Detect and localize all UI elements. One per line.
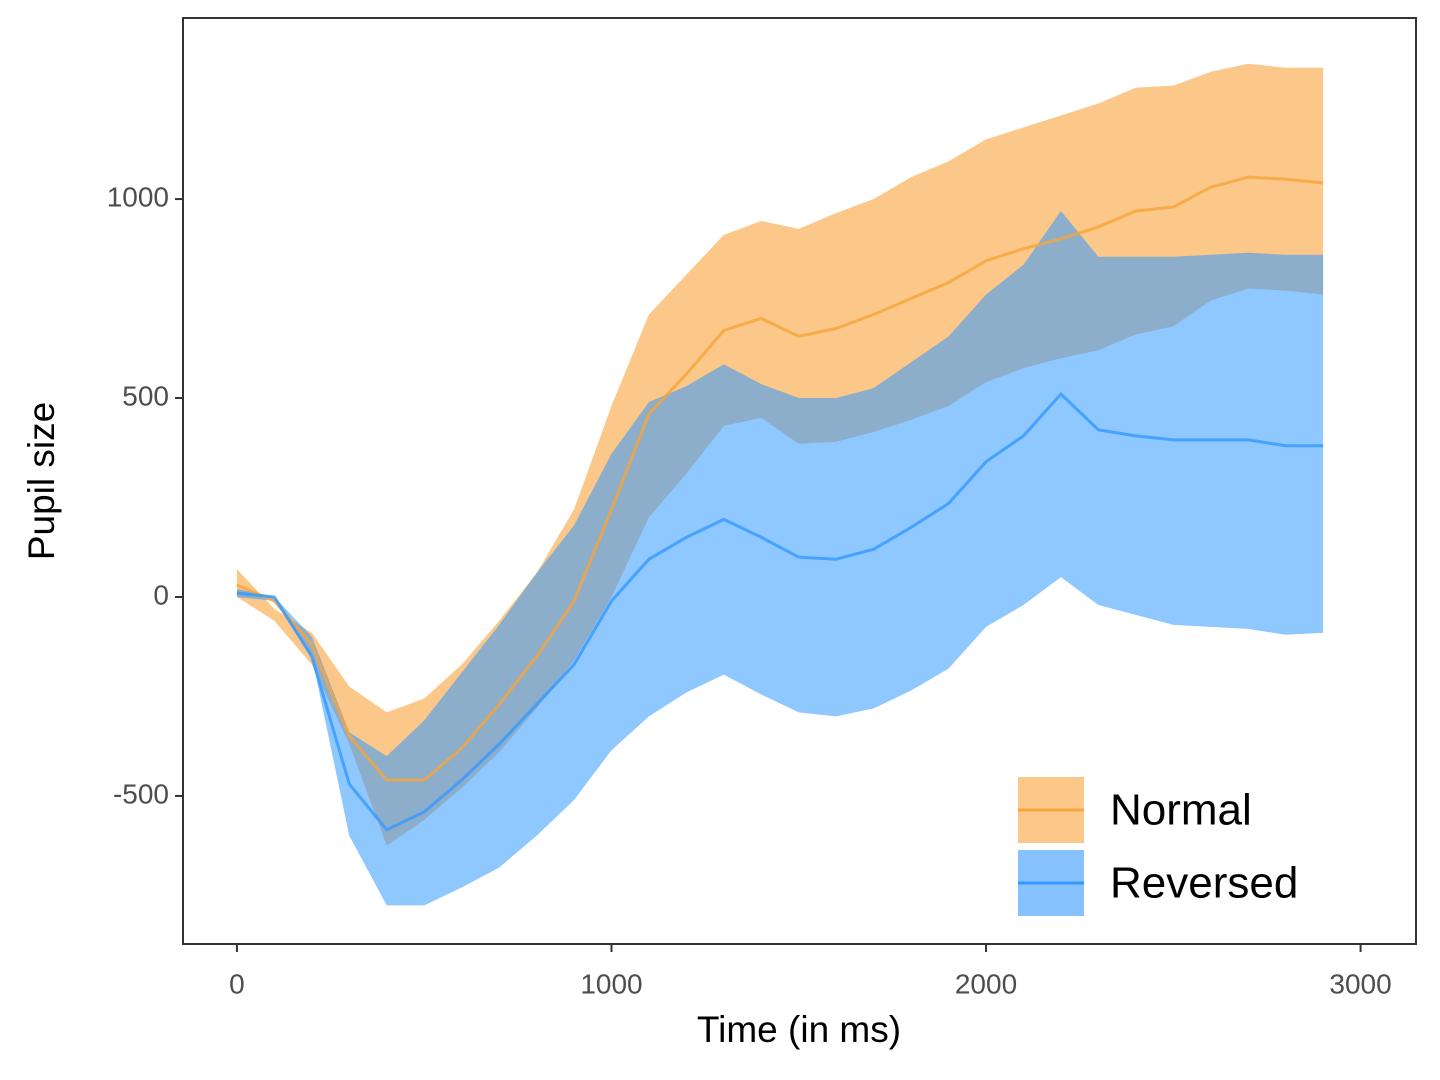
- y-tick-label: 500: [122, 380, 169, 411]
- x-axis-title: Time (in ms): [697, 1009, 901, 1050]
- y-axis-title: Pupil size: [21, 402, 62, 560]
- y-tick-label: 0: [153, 579, 169, 610]
- legend-label: Normal: [1110, 786, 1252, 835]
- legend-label: Reversed: [1110, 859, 1298, 908]
- plot-border: [182, 17, 1417, 945]
- x-tick-label: 1000: [580, 968, 642, 999]
- x-tick-label: 2000: [955, 968, 1017, 999]
- y-tick-label: 1000: [107, 181, 169, 212]
- line: [236, 175, 1324, 782]
- y-tick-label: -500: [113, 778, 169, 809]
- x-tick-label: 0: [229, 968, 245, 999]
- x-tick-label: 3000: [1329, 968, 1391, 999]
- ribbon: [236, 210, 1324, 906]
- line: [236, 391, 1324, 832]
